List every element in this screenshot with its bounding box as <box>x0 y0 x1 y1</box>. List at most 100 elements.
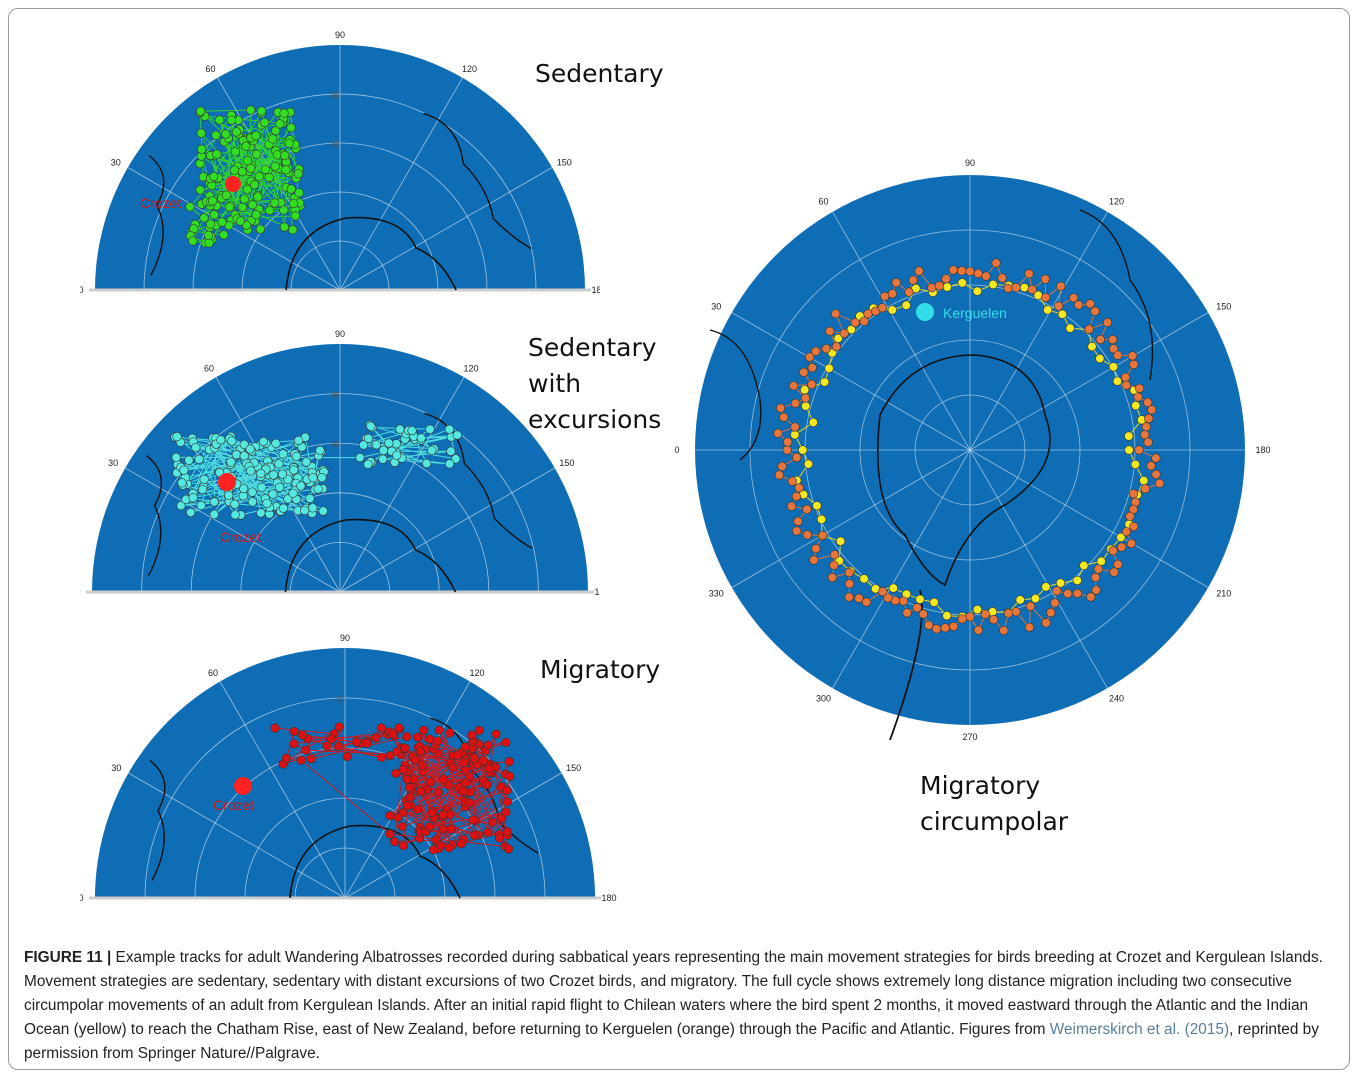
excursion-track-point <box>277 469 288 479</box>
yellow-track-point <box>972 286 982 296</box>
meridian-line <box>344 772 562 899</box>
excursion-track-point <box>289 465 299 475</box>
orange-track-point <box>883 593 893 603</box>
excursion-track-point <box>392 450 402 460</box>
sedentary-track-point <box>275 119 285 129</box>
orange-track-point <box>1140 484 1150 494</box>
site-label: Crozet <box>213 797 254 813</box>
migratory-track-point <box>491 729 501 739</box>
yellow-track-point <box>846 324 856 335</box>
sedentary-track-point <box>237 167 247 177</box>
migratory-track-point <box>411 755 421 765</box>
excursion-track-point <box>366 421 376 431</box>
orange-track-point <box>802 530 812 540</box>
migratory-track-point <box>326 734 336 744</box>
yellow-track-point <box>1087 341 1097 352</box>
longitude-tick-label: 60 <box>208 668 218 678</box>
orange-track-point <box>1095 334 1105 345</box>
migratory-track-point <box>402 774 412 785</box>
migratory-track-point <box>459 757 469 767</box>
orange-track-point <box>809 555 819 565</box>
longitude-tick-label: 120 <box>1109 196 1124 206</box>
orange-track-point <box>829 560 839 570</box>
yellow-track-point <box>1030 593 1041 604</box>
migratory-track-point <box>452 750 463 760</box>
excursion-track-point <box>184 455 194 465</box>
site-label: Kerguelen <box>943 305 1007 321</box>
excursion-track-point <box>224 490 234 501</box>
orange-track-point <box>1011 283 1021 293</box>
orange-track-point <box>880 291 890 301</box>
longitude-tick-label: 60 <box>205 64 215 74</box>
sedentary-track-point <box>209 210 219 220</box>
longitude-tick-label: 180 <box>1255 445 1270 455</box>
orange-track-point <box>802 504 812 514</box>
yellow-track-path <box>794 282 1145 618</box>
excursion-track-point <box>256 508 266 518</box>
excursion-track-point <box>451 454 461 464</box>
sedentary-track-point <box>265 205 275 216</box>
excursion-track-point <box>177 478 187 488</box>
sedentary-track-point <box>221 129 231 139</box>
longitude-tick-label: 180 <box>594 587 600 597</box>
excursion-track-point <box>179 465 189 475</box>
orange-track-point <box>1046 608 1056 618</box>
orange-track-point <box>931 624 942 634</box>
migratory-track-point <box>281 753 292 763</box>
excursion-track-point <box>291 451 302 461</box>
orange-track-point <box>861 597 872 607</box>
orange-track-point <box>1003 608 1014 618</box>
yellow-track-point <box>929 597 939 607</box>
orange-track-point <box>1063 589 1073 599</box>
orange-track-point <box>793 516 803 526</box>
longitude-tick-label: 0 <box>674 445 679 455</box>
figure-label: FIGURE 11 | <box>24 949 112 966</box>
sedentary-track-point <box>246 105 256 115</box>
excursion-track-point <box>171 452 181 462</box>
yellow-track-point <box>800 385 810 395</box>
orange-track-point <box>790 398 801 408</box>
migratory-track-point <box>391 768 401 779</box>
yellow-track-point <box>942 611 952 621</box>
coastline-australia <box>1079 209 1154 381</box>
meridian-line <box>339 467 555 593</box>
migratory-track-point <box>502 785 512 795</box>
label-sedentary-with-excursions: Sedentary with excursions <box>528 333 662 434</box>
orange-track-point <box>1056 281 1066 291</box>
orange-track-point <box>965 266 975 277</box>
longitude-tick-label: 30 <box>111 158 121 168</box>
yellow-track-point <box>1019 282 1030 293</box>
orange-track-point <box>1117 542 1127 552</box>
sedentary-track-point <box>237 202 248 212</box>
orange-track-point <box>777 461 787 471</box>
migratory-track-point <box>501 737 511 747</box>
migratory-track-point <box>468 815 478 825</box>
orange-track-point <box>1140 430 1150 440</box>
orange-track-point <box>924 620 934 630</box>
excursion-track-point <box>313 484 323 494</box>
excursion-track-point <box>227 436 237 446</box>
sedentary-track-point <box>290 211 300 221</box>
crozet-marker <box>234 777 252 795</box>
migratory-track-point <box>436 840 446 850</box>
excursion-track-point <box>363 459 373 469</box>
longitude-tick-label: 0 <box>80 893 84 903</box>
orange-track-point <box>891 277 901 288</box>
yellow-track-point <box>1096 556 1106 566</box>
yellow-track-point <box>803 459 814 469</box>
orange-track-point <box>1113 350 1123 360</box>
sedentary-track-point <box>231 127 241 137</box>
excursion-track-point <box>378 445 389 455</box>
meridian-line <box>832 211 971 451</box>
excursion-track-point <box>194 454 204 464</box>
orange-track-point <box>989 614 999 625</box>
migratory-track-point <box>438 810 448 820</box>
longitude-tick-label: 90 <box>335 30 345 40</box>
orange-track-point <box>957 266 967 276</box>
excursion-track-point <box>416 433 426 443</box>
migratory-track-point <box>351 737 361 747</box>
caption-reference[interactable]: Weimerskirch et al. (2015) <box>1049 1021 1230 1038</box>
orange-track-point <box>948 265 958 275</box>
orange-track-point <box>1134 383 1145 393</box>
migratory-track-point <box>296 755 306 765</box>
